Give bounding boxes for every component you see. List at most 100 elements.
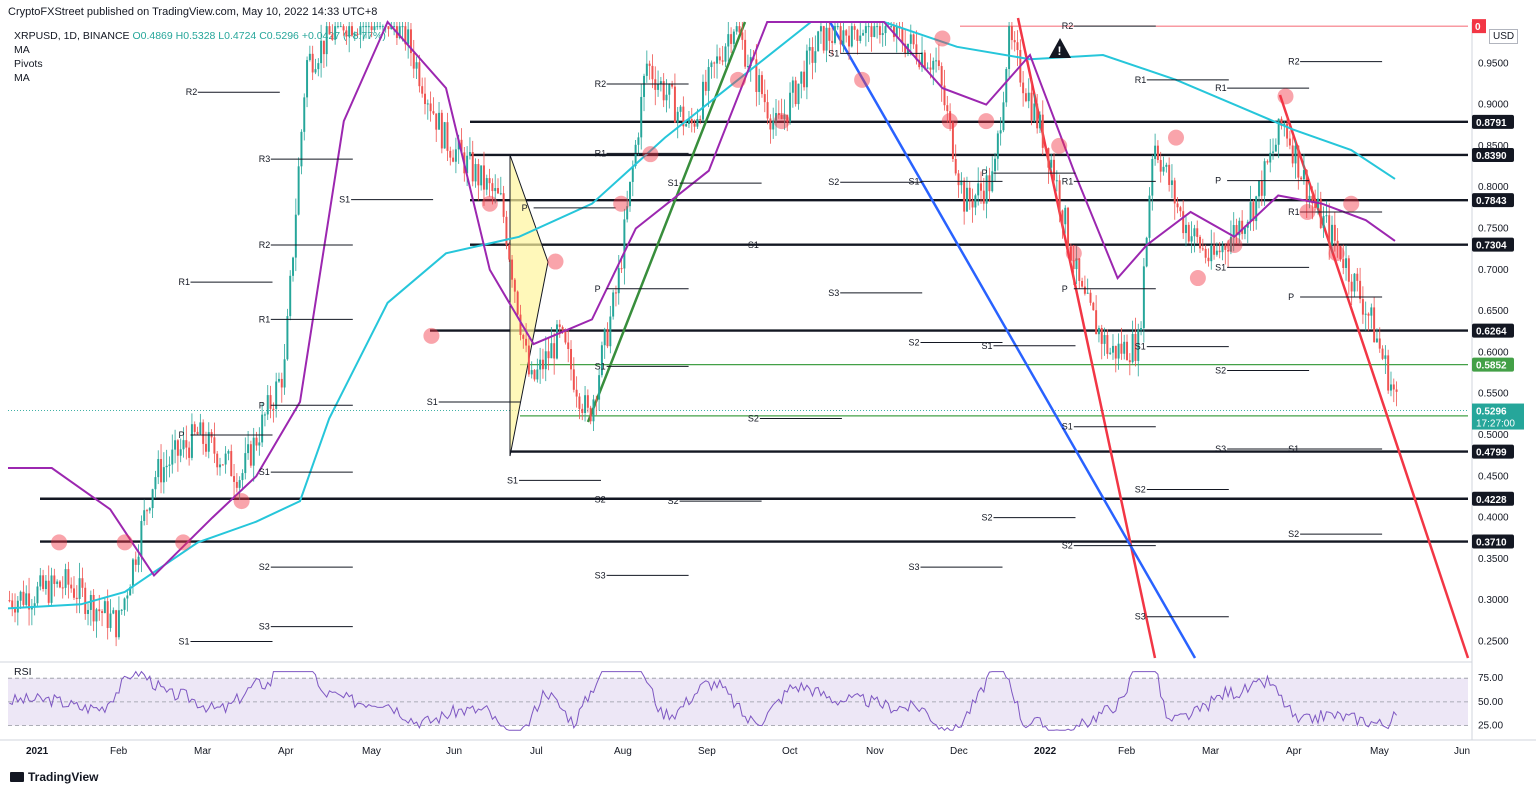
candle-body bbox=[637, 137, 640, 145]
candle-body bbox=[16, 600, 19, 613]
candle-body bbox=[140, 521, 143, 557]
candle-body bbox=[185, 440, 188, 448]
y-tick-label: 0.9500 bbox=[1478, 58, 1509, 69]
candle-body bbox=[713, 62, 716, 64]
candle-body bbox=[811, 47, 814, 63]
pivot-label: R1 bbox=[595, 148, 607, 158]
candle-body bbox=[1114, 345, 1117, 359]
pivot-label: S2 bbox=[1215, 366, 1226, 376]
indicator-ma-1[interactable]: MA bbox=[14, 44, 30, 56]
candle-body bbox=[1322, 216, 1325, 228]
candle-body bbox=[1241, 220, 1244, 234]
candle-body bbox=[758, 75, 761, 92]
candle-body bbox=[617, 268, 620, 294]
candle-body bbox=[932, 60, 935, 70]
candle-body bbox=[1387, 355, 1390, 391]
candle-body bbox=[67, 569, 70, 585]
candle-body bbox=[822, 26, 825, 51]
candle-body bbox=[544, 351, 547, 370]
candle-body bbox=[1083, 286, 1086, 294]
indicator-pivots[interactable]: Pivots bbox=[14, 58, 43, 70]
candle-body bbox=[662, 81, 665, 101]
candle-body bbox=[233, 476, 236, 482]
candle-body bbox=[101, 611, 104, 614]
candle-body bbox=[836, 26, 839, 28]
touch-marker bbox=[116, 534, 133, 551]
pivot-label: R1 bbox=[259, 314, 271, 324]
candle-body bbox=[690, 119, 693, 124]
candle-body bbox=[1067, 207, 1070, 247]
candle-body bbox=[28, 593, 31, 610]
currency-button[interactable]: USD bbox=[1489, 29, 1519, 44]
tradingview-logo[interactable]: TradingView bbox=[10, 770, 98, 784]
candle-body bbox=[202, 422, 205, 444]
candle-body bbox=[269, 395, 272, 409]
candle-body bbox=[536, 369, 539, 380]
y-tick-label: 0.8000 bbox=[1478, 182, 1509, 193]
candle-body bbox=[716, 56, 719, 64]
symbol-row: XRPUSD, 1D, BINANCE O0.4869 H0.5328 L0.4… bbox=[14, 29, 386, 43]
candle-body bbox=[373, 26, 376, 31]
drawn-lines bbox=[8, 17, 1470, 659]
candle-body bbox=[468, 152, 471, 156]
pivot-label: R3 bbox=[259, 154, 271, 164]
top-level-tag-label: 0 bbox=[1475, 22, 1481, 33]
candle-body bbox=[179, 449, 182, 456]
indicator-ma-2[interactable]: MA bbox=[14, 72, 30, 84]
candle-body bbox=[971, 200, 974, 208]
candle-body bbox=[33, 603, 36, 607]
candle-body bbox=[654, 79, 657, 90]
candle-body bbox=[129, 587, 132, 596]
candle-body bbox=[314, 69, 317, 73]
candle-body bbox=[255, 437, 258, 446]
candle-body bbox=[367, 26, 370, 28]
candle-body bbox=[982, 190, 985, 204]
candle-body bbox=[92, 594, 95, 622]
candle-body bbox=[1038, 114, 1041, 129]
candle-body bbox=[626, 206, 629, 220]
candle-body bbox=[1128, 360, 1131, 363]
pivot-label: S1 bbox=[748, 240, 759, 250]
candle-body bbox=[671, 83, 674, 87]
rsi-label[interactable]: RSI bbox=[14, 666, 32, 678]
candle-body bbox=[1173, 180, 1176, 204]
candle-body bbox=[1041, 114, 1044, 148]
candle-body bbox=[1036, 103, 1039, 129]
candle-body bbox=[1123, 341, 1126, 354]
candle-body bbox=[794, 80, 797, 105]
candle-body bbox=[584, 395, 587, 414]
symbol-label[interactable]: XRPUSD, 1D, BINANCE bbox=[14, 30, 130, 42]
candle-body bbox=[808, 47, 811, 51]
candle-body bbox=[1392, 384, 1395, 390]
candle-body bbox=[168, 464, 171, 466]
candle-body bbox=[570, 348, 573, 370]
candle-body bbox=[174, 440, 177, 450]
candle-body bbox=[1159, 159, 1162, 172]
candle-body bbox=[957, 173, 960, 186]
pivot-label: S2 bbox=[1062, 541, 1073, 551]
candle-body bbox=[266, 395, 269, 415]
touch-marker bbox=[1051, 137, 1068, 154]
candle-body bbox=[64, 569, 67, 588]
candle-body bbox=[1305, 170, 1308, 203]
candle-body bbox=[47, 580, 50, 603]
candle-body bbox=[14, 607, 17, 613]
candle-body bbox=[1235, 225, 1238, 236]
candle-body bbox=[1027, 92, 1030, 102]
candle-body bbox=[564, 330, 567, 343]
price-tag-label: 0.5296 bbox=[1476, 407, 1507, 418]
candle-body bbox=[460, 139, 463, 153]
candle-body bbox=[1151, 158, 1154, 196]
candle-body bbox=[157, 459, 160, 478]
candle-body bbox=[1089, 292, 1092, 303]
candle-body bbox=[1331, 224, 1333, 245]
pivot-label: R1 bbox=[179, 277, 191, 287]
candle-body bbox=[497, 188, 499, 194]
y-tick-label: 0.9000 bbox=[1478, 100, 1509, 111]
time-axis: 2021 Feb Mar Apr May Jun Jul Aug Sep Oct Nov Dec 202… bbox=[26, 746, 1470, 757]
candle-body bbox=[968, 187, 971, 201]
candle-body bbox=[710, 62, 713, 68]
candle-body bbox=[1050, 159, 1053, 168]
candles bbox=[8, 22, 1398, 647]
